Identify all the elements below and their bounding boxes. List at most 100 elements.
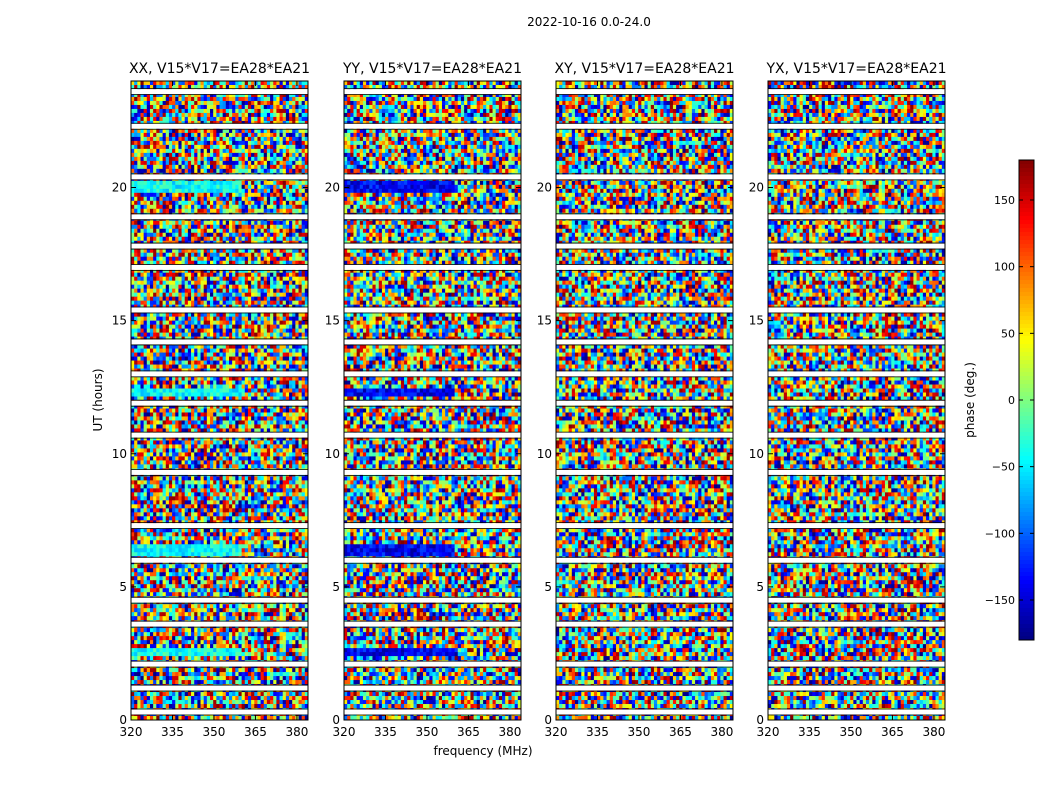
colorbar-swatch [1019, 456, 1034, 461]
colorbar-swatch [1019, 448, 1034, 453]
colorbar-swatch [1019, 288, 1034, 293]
colorbar-swatch [1019, 168, 1034, 173]
colorbar-swatch [1019, 516, 1034, 521]
colorbar-swatch [1019, 260, 1034, 265]
colorbar-swatch [1019, 224, 1034, 229]
y-tick-label: 5 [119, 580, 127, 594]
colorbar-swatch [1019, 280, 1034, 285]
colorbar-swatch [1019, 244, 1034, 249]
colorbar-swatch [1019, 476, 1034, 481]
flagged-row [344, 371, 521, 376]
flagged-row [768, 244, 945, 249]
colorbar-swatch [1019, 452, 1034, 457]
flagged-row [768, 710, 945, 715]
colorbar-tick-label: 0 [1008, 394, 1015, 407]
flagged-row [344, 401, 521, 406]
flagged-row [556, 598, 733, 603]
flagged-row [768, 622, 945, 627]
flagged-row [768, 371, 945, 376]
flagged-row [131, 470, 308, 475]
panel-title: XX, V15*V17=EA28*EA21 [129, 61, 310, 77]
colorbar-swatch [1019, 568, 1034, 573]
colorbar-swatch [1019, 496, 1034, 501]
flagged-row [344, 662, 521, 667]
colorbar-swatch [1019, 164, 1034, 169]
colorbar-swatch [1019, 380, 1034, 385]
y-tick-label: 10 [325, 447, 340, 461]
colorbar-swatch [1019, 428, 1034, 433]
colorbar-swatch [1019, 252, 1034, 257]
colorbar-swatch [1019, 404, 1034, 409]
flagged-row [556, 371, 733, 376]
colorbar-swatch [1019, 388, 1034, 393]
colorbar-swatch [1019, 432, 1034, 437]
y-tick-label: 10 [537, 447, 552, 461]
colorbar-swatch [1019, 256, 1034, 261]
flagged-row [556, 686, 733, 691]
flagged-row [768, 174, 945, 179]
flagged-row [344, 307, 521, 312]
y-tick-label: 10 [112, 447, 127, 461]
flagged-row [131, 174, 308, 179]
colorbar-swatch [1019, 560, 1034, 565]
colorbar-swatch [1019, 628, 1034, 633]
flagged-row [131, 622, 308, 627]
flagged-row [131, 307, 308, 312]
colorbar-swatch [1019, 604, 1034, 609]
flagged-row [556, 339, 733, 344]
y-tick-label: 20 [325, 181, 340, 195]
y-tick-label: 0 [332, 713, 340, 727]
flagged-row [768, 686, 945, 691]
flagged-row [556, 265, 733, 270]
colorbar-swatch [1019, 564, 1034, 569]
flagged-row [131, 244, 308, 249]
colorbar-swatch [1019, 612, 1034, 617]
y-tick-label: 15 [749, 314, 764, 328]
x-tick-label: 380 [922, 725, 945, 739]
y-tick-label: 10 [749, 447, 764, 461]
colorbar-swatch [1019, 548, 1034, 553]
colorbar-swatch [1019, 232, 1034, 237]
colorbar-swatch [1019, 304, 1034, 309]
flagged-row [131, 214, 308, 219]
y-tick-label: 0 [756, 713, 764, 727]
flagged-row [131, 401, 308, 406]
colorbar-swatch [1019, 632, 1034, 637]
flagged-row [768, 433, 945, 438]
flagged-row [556, 523, 733, 528]
y-tick-label: 20 [537, 181, 552, 195]
colorbar-swatch [1019, 524, 1034, 529]
y-tick-label: 20 [112, 181, 127, 195]
x-tick-label: 320 [757, 725, 780, 739]
colorbar-swatch [1019, 372, 1034, 377]
colorbar-swatch [1019, 324, 1034, 329]
colorbar-swatch [1019, 460, 1034, 465]
colorbar-swatch [1019, 504, 1034, 509]
colorbar-swatch [1019, 616, 1034, 621]
flagged-row [556, 470, 733, 475]
colorbar-swatch [1019, 492, 1034, 497]
colorbar-swatch [1019, 416, 1034, 421]
y-tick-label: 5 [756, 580, 764, 594]
colorbar-swatch [1019, 536, 1034, 541]
y-tick-label: 15 [537, 314, 552, 328]
colorbar-swatch [1019, 220, 1034, 225]
colorbar-swatch [1019, 472, 1034, 477]
colorbar-swatch [1019, 584, 1034, 589]
colorbar-swatch [1019, 352, 1034, 357]
colorbar-swatch [1019, 328, 1034, 333]
colorbar-swatch [1019, 332, 1034, 337]
flagged-row [131, 124, 308, 129]
colorbar-swatch [1019, 528, 1034, 533]
colorbar-swatch [1019, 400, 1034, 405]
colorbar-swatch [1019, 444, 1034, 449]
flagged-row [768, 89, 945, 94]
flagged-row [768, 662, 945, 667]
flagged-row [344, 244, 521, 249]
x-tick-label: 380 [285, 725, 308, 739]
colorbar-swatch [1019, 520, 1034, 525]
flagged-row [556, 558, 733, 563]
flagged-row [556, 89, 733, 94]
